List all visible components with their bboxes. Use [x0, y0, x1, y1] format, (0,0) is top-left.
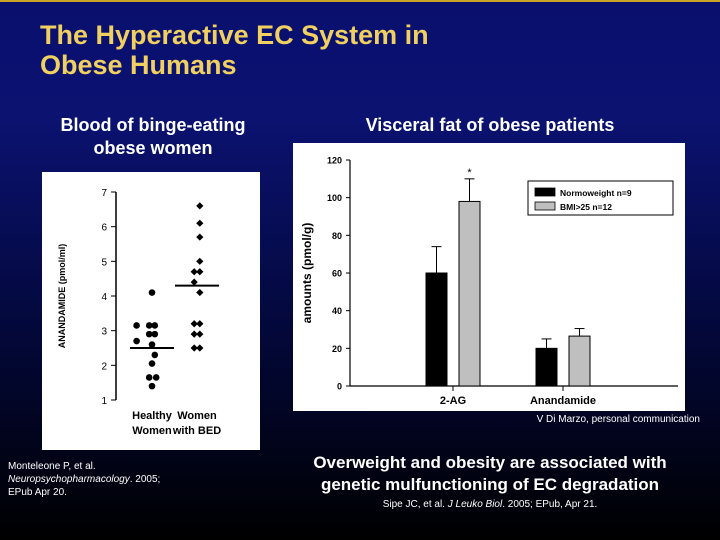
conclusion-line2: genetic mulfunctioning of EC degradation	[320, 475, 660, 494]
conclusion-statement: Overweight and obesity are associated wi…	[270, 452, 710, 496]
left-citation: Monteleone P, et al. Neuropsychopharmaco…	[8, 460, 218, 499]
bottom-citation-journal: J Leuko Biol	[447, 499, 503, 510]
scatter-y-tick-label: 2	[101, 361, 107, 372]
scatter-point	[148, 289, 156, 296]
scatter-y-axis-label: ANANDAMIDE (pmol/ml)	[57, 244, 67, 349]
bar	[458, 200, 481, 387]
bar-y-axis-label: amounts (pmol/g)	[300, 223, 314, 324]
scatter-point	[196, 219, 204, 227]
bar-y-tick-label: 60	[332, 269, 342, 279]
scatter-point	[196, 202, 204, 210]
slide-title-line2: Obese Humans	[40, 50, 237, 80]
scatter-point	[151, 351, 159, 359]
scatter-point	[196, 320, 204, 328]
bar	[535, 347, 558, 387]
scatter-point	[145, 374, 153, 381]
bar-legend-label: BMI>25 n=12	[560, 202, 612, 212]
scatter-y-tick-label: 1	[101, 396, 107, 407]
left-citation-epub: EPub Apr 20.	[8, 487, 67, 498]
bar-chart-panel: 0 20 40 60 80 100 120 amounts (pmol/g) 2-AG Anand…	[293, 143, 685, 411]
scatter-point	[196, 257, 204, 265]
left-citation-journal: Neuropsychopharmacology	[8, 474, 130, 485]
scatter-y-tick-label: 5	[101, 257, 107, 268]
scatter-point	[196, 288, 204, 297]
scatter-chart-panel: 1 2 3 4 5 6 7 ANANDAMIDE (pmol/ml) Healthy Women W…	[42, 172, 260, 450]
left-heading-line1: Blood of binge-eating	[60, 115, 246, 135]
scatter-point	[148, 341, 156, 348]
bar-y-tick-label: 80	[332, 231, 342, 241]
scatter-chart: 1 2 3 4 5 6 7 ANANDAMIDE (pmol/ml) Healthy Women W…	[57, 188, 221, 437]
right-chart-heading: Visceral fat of obese patients	[365, 115, 615, 135]
scatter-point	[190, 268, 198, 276]
bar-y-tick-label: 40	[332, 306, 342, 316]
scatter-point	[148, 382, 156, 390]
scatter-category-label-line1: Women	[177, 410, 217, 422]
bottom-citation-details: . 2005; EPub, Apr 21.	[502, 499, 598, 510]
scatter-point	[190, 320, 198, 328]
slide-title-line1: The Hyperactive EC System in	[40, 20, 429, 50]
left-citation-authors: Monteleone P, et al.	[8, 461, 96, 472]
bar-y-tick-label: 0	[337, 382, 342, 392]
scatter-y-tick-label: 7	[101, 188, 107, 199]
left-citation-source: Neuropsychopharmacology. 2005;	[8, 473, 218, 486]
left-heading-line2: obese women	[93, 138, 213, 158]
bar	[425, 272, 448, 387]
scatter-point	[148, 360, 156, 367]
bottom-citation: Sipe JC, et al. J Leuko Biol. 2005; EPub…	[270, 499, 710, 510]
conclusion-line1: Overweight and obesity are associated wi…	[313, 453, 667, 472]
scatter-point	[196, 344, 204, 352]
bar-category-label: 2-AG	[440, 395, 466, 407]
scatter-category-label-line1: Healthy	[132, 410, 173, 422]
bar-y-tick-label: 100	[327, 193, 342, 203]
scatter-point	[151, 330, 159, 338]
bar-category-label: Anandamide	[530, 395, 596, 407]
bar-legend-swatch	[534, 201, 556, 211]
scatter-point	[196, 268, 204, 276]
left-citation-year: . 2005;	[129, 474, 161, 485]
scatter-category-label-line2: Women	[132, 425, 172, 437]
bottom-citation-authors: Sipe JC, et al.	[382, 499, 448, 510]
scatter-point	[190, 344, 198, 352]
scatter-category-label-line2: with BED	[172, 425, 221, 437]
scatter-point	[133, 337, 140, 345]
bar-y-tick-label: 120	[327, 156, 342, 166]
significance-marker: *	[467, 167, 472, 179]
scatter-point	[151, 322, 159, 329]
scatter-y-tick-label: 3	[101, 327, 107, 338]
scatter-y-tick-label: 4	[101, 292, 107, 303]
scatter-y-tick-label: 6	[101, 223, 107, 234]
bar-legend-label: Normoweight n=9	[560, 188, 632, 198]
bar-y-tick-label: 20	[332, 344, 342, 354]
left-chart-heading: Blood of binge-eating obese women	[22, 114, 284, 160]
scatter-point	[152, 374, 160, 381]
scatter-point	[196, 233, 204, 241]
scatter-point	[133, 322, 140, 329]
bar-chart: 0 20 40 60 80 100 120 amounts (pmol/g) 2-AG Anand…	[300, 156, 678, 407]
bar	[568, 335, 591, 387]
bar-legend-swatch	[534, 187, 556, 197]
scatter-point	[196, 330, 204, 338]
personal-communication-credit: V Di Marzo, personal communication	[536, 414, 700, 425]
slide-title: The Hyperactive EC System in Obese Human…	[40, 20, 640, 80]
scatter-point	[145, 330, 153, 338]
bar-legend: Normoweight n=9 BMI>25 n=12	[527, 180, 674, 216]
scatter-point	[145, 322, 153, 329]
